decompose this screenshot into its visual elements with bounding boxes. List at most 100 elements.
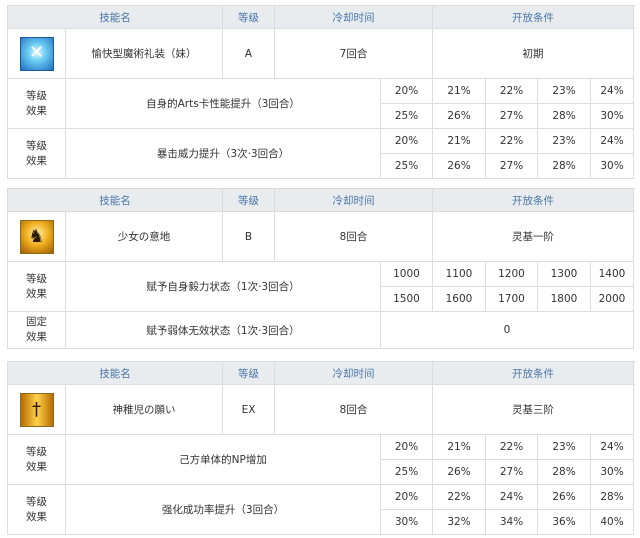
effect-value: 27%	[485, 153, 538, 179]
effect-description: 暴击威力提升（3次·3回合）	[65, 128, 381, 179]
header-cooldown: 冷却时间	[274, 361, 433, 385]
header-skill-name: 技能名	[7, 361, 223, 385]
header-cooldown: 冷却时间	[274, 188, 433, 212]
header-skill-name: 技能名	[7, 5, 223, 29]
effect-value: 1600	[432, 286, 486, 312]
effect-row: 等级效果 赋予自身毅力状态（1次·3回合） 1000 1100 1200 1300 1400	[7, 261, 634, 312]
magic-craft-arts-up-icon: ✕	[19, 36, 54, 71]
effect-description: 自身的Arts卡性能提升（3回合）	[65, 78, 381, 129]
effect-value: 1000	[380, 261, 433, 287]
skill-name: 少女の意地	[65, 211, 223, 262]
effect-value: 30%	[380, 509, 433, 535]
effect-value: 23%	[537, 434, 591, 460]
effect-value: 40%	[590, 509, 634, 535]
skill-row: ✕ 愉快型魔術礼装（妹） A 7回合 初期	[7, 28, 634, 79]
effect-value: 23%	[537, 128, 591, 154]
skill-row: † 神稚児の願い EX 8回合 灵基三阶	[7, 384, 634, 435]
effect-description: 赋予自身毅力状态（1次·3回合）	[65, 261, 381, 312]
effect-value: 28%	[590, 484, 634, 510]
effect-value: 27%	[485, 103, 538, 129]
effect-value: 26%	[432, 103, 486, 129]
effect-value: 22%	[485, 78, 538, 104]
effect-value: 1800	[537, 286, 591, 312]
effect-label-cell: 固定效果	[7, 311, 66, 349]
effect-value: 22%	[485, 128, 538, 154]
effect-value: 30%	[590, 103, 634, 129]
effect-row: 固定效果 赋予弱体无效状态（1次·3回合） 0	[7, 311, 634, 349]
effect-value: 28%	[537, 459, 591, 485]
header-unlock: 开放条件	[432, 188, 634, 212]
effect-value: 20%	[380, 434, 433, 460]
header-level: 等级	[222, 5, 275, 29]
header-unlock: 开放条件	[432, 361, 634, 385]
effect-label-cell: 等级效果	[7, 434, 66, 485]
effect-label: 等级效果	[26, 445, 47, 473]
effect-value: 30%	[590, 153, 634, 179]
skill-unlock: 灵基三阶	[432, 384, 634, 435]
skill-icon-cell: †	[7, 384, 66, 435]
effect-value: 1700	[485, 286, 538, 312]
sword-np-charge-icon: †	[19, 392, 54, 427]
effect-value: 34%	[485, 509, 538, 535]
effect-value: 26%	[432, 459, 486, 485]
effect-row: 等级效果 强化成功率提升（3回合） 20% 22% 24% 26% 28%	[7, 484, 634, 535]
skill-level: B	[222, 211, 275, 262]
effect-label: 等级效果	[26, 272, 47, 300]
effect-fixed-value: 0	[380, 311, 634, 349]
effect-row: 1500 1600 1700 1800 2000	[8, 286, 634, 312]
effect-label: 固定效果	[26, 316, 47, 343]
effect-label-cell: 等级效果	[7, 261, 66, 312]
effect-value: 20%	[380, 78, 433, 104]
skill-unlock: 灵基一阶	[432, 211, 634, 262]
effect-value: 26%	[537, 484, 591, 510]
effect-value: 27%	[485, 459, 538, 485]
effect-row: 等级效果 自身的Arts卡性能提升（3回合） 20% 21% 22% 23% 24%	[7, 78, 634, 129]
effect-value: 1500	[380, 286, 433, 312]
skill-level: A	[222, 28, 275, 79]
effect-row: 25% 26% 27% 28% 30%	[8, 459, 634, 485]
header-cooldown: 冷却时间	[274, 5, 433, 29]
skill-icon-cell: ✕	[7, 28, 66, 79]
effect-value: 28%	[537, 103, 591, 129]
effect-row: 25% 26% 27% 28% 30%	[8, 103, 634, 129]
effect-value: 21%	[432, 78, 486, 104]
effect-label: 等级效果	[26, 139, 47, 167]
effect-value: 26%	[432, 153, 486, 179]
effect-value: 21%	[432, 128, 486, 154]
effect-value: 23%	[537, 78, 591, 104]
effect-row: 等级效果 己方单体的NP增加 20% 21% 22% 23% 24%	[7, 434, 634, 485]
header-unlock: 开放条件	[432, 5, 634, 29]
skill-name: 愉快型魔術礼装（妹）	[65, 28, 223, 79]
effect-value: 24%	[485, 484, 538, 510]
skill-table: 技能名 等级 冷却时间 开放条件 ♞ 少女の意地 B 8回合 灵基一阶 等级效果赋…	[7, 188, 634, 349]
effect-value: 1100	[432, 261, 486, 287]
effect-value: 2000	[590, 286, 634, 312]
header-row: 技能名 等级 冷却时间 开放条件	[7, 188, 634, 212]
effect-value: 28%	[537, 153, 591, 179]
effect-value: 22%	[485, 434, 538, 460]
effect-value: 24%	[590, 434, 634, 460]
header-row: 技能名 等级 冷却时间 开放条件	[7, 5, 634, 29]
skill-cooldown: 8回合	[274, 211, 433, 262]
header-level: 等级	[222, 361, 275, 385]
skill-icon-cell: ♞	[7, 211, 66, 262]
effect-value: 25%	[380, 153, 433, 179]
skill-table: 技能名 等级 冷却时间 开放条件 † 神稚児の願い EX 8回合 灵基三阶 等级效…	[7, 361, 634, 535]
effect-value: 1400	[590, 261, 634, 287]
effect-label: 等级效果	[26, 495, 47, 523]
effect-value: 1200	[485, 261, 538, 287]
guts-kneeling-figure-icon: ♞	[19, 219, 54, 254]
skill-table: 技能名 等级 冷却时间 开放条件 ✕ 愉快型魔術礼装（妹） A 7回合 初期 等级…	[7, 5, 634, 179]
effect-value: 24%	[590, 128, 634, 154]
header-row: 技能名 等级 冷却时间 开放条件	[7, 361, 634, 385]
effect-row: 25% 26% 27% 28% 30%	[8, 153, 634, 179]
effect-label-cell: 等级效果	[7, 128, 66, 179]
skill-cooldown: 7回合	[274, 28, 433, 79]
effect-description: 己方单体的NP增加	[65, 434, 381, 485]
skill-level: EX	[222, 384, 275, 435]
effect-value: 1300	[537, 261, 591, 287]
effect-value: 36%	[537, 509, 591, 535]
effect-row: 等级效果 暴击威力提升（3次·3回合） 20% 21% 22% 23% 24%	[7, 128, 634, 179]
effect-description: 赋予弱体无效状态（1次·3回合）	[65, 311, 381, 349]
effect-label-cell: 等级效果	[7, 484, 66, 535]
